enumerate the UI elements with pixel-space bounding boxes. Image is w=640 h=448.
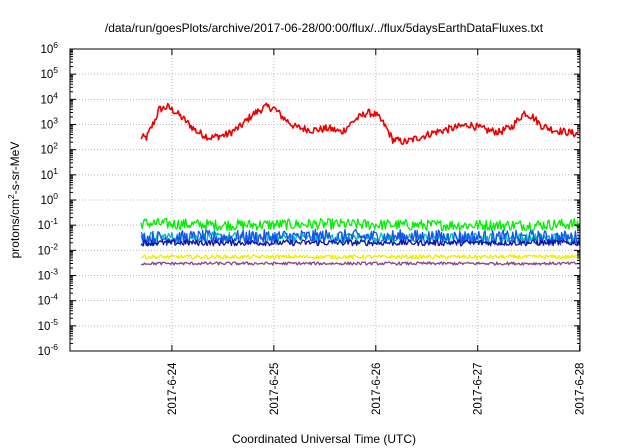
y-tick-exponent: -3 (50, 267, 58, 277)
y-tick-label: 10-6 (38, 342, 59, 358)
y-tick-base: 10 (38, 220, 51, 232)
y-tick-label: 103 (40, 116, 58, 132)
x-tick-label: 2017-6-25 (269, 363, 281, 415)
y-axis-label-rest: -s-sr-MeV (8, 142, 22, 195)
y-tick-exponent: 2 (53, 141, 58, 151)
x-tick-label: 2017-6-28 (575, 363, 587, 415)
series-line-1 (140, 102, 580, 146)
y-tick-exponent: -5 (50, 317, 58, 327)
y-tick-base: 10 (40, 120, 53, 132)
y-tick-exponent: 6 (53, 40, 58, 50)
x-tick-label: 2017-6-24 (167, 362, 179, 415)
chart-title: /data/run/goesPlots/archive/2017-06-28/0… (105, 21, 544, 35)
series-group (140, 102, 581, 266)
series-line-5 (140, 239, 581, 247)
y-tick-base: 10 (38, 245, 51, 257)
y-tick-label: 10-2 (38, 241, 59, 257)
y-tick-base: 10 (38, 346, 51, 358)
y-tick-base: 10 (40, 69, 53, 81)
y-axis-label: protons/cm2-s-sr-MeV (6, 142, 22, 259)
y-tick-label: 10-3 (38, 267, 59, 283)
y-tick-label: 10-5 (38, 317, 59, 333)
y-axis-label-sup: 2 (6, 194, 16, 199)
ticks: 2017-6-24 2017-6-25 2017-6-26 2017-6-27 2017… (38, 40, 587, 415)
y-tick-label: 102 (40, 141, 58, 157)
y-tick-exponent: 5 (53, 65, 58, 75)
y-tick-label: 10-1 (38, 216, 59, 232)
y-tick-exponent: -4 (50, 292, 58, 302)
y-tick-base: 10 (38, 321, 51, 333)
y-tick-exponent: 1 (53, 166, 58, 176)
y-tick-exponent: 3 (53, 116, 58, 126)
y-tick-base: 10 (38, 296, 51, 308)
y-tick-exponent: 0 (53, 191, 58, 201)
y-tick-label: 101 (40, 166, 58, 182)
y-tick-base: 10 (40, 170, 53, 182)
y-tick-label: 10-4 (38, 292, 59, 308)
x-tick-label: 2017-6-26 (371, 363, 383, 415)
x-tick-label: 2017-6-27 (473, 363, 485, 415)
series-line-2 (140, 217, 581, 232)
y-tick-exponent: 4 (53, 90, 58, 100)
y-tick-exponent: -1 (50, 216, 58, 226)
series-line-6 (140, 254, 581, 260)
series-line-7 (140, 261, 580, 266)
y-tick-exponent: -2 (50, 241, 58, 251)
y-tick-label: 106 (40, 40, 58, 56)
x-axis-label: Coordinated Universal Time (UTC) (232, 432, 416, 446)
series-line-4 (140, 228, 581, 247)
y-tick-base: 10 (40, 145, 53, 157)
y-tick-base: 10 (38, 271, 51, 283)
y-tick-label: 100 (40, 191, 58, 207)
y-tick-label: 105 (40, 65, 58, 81)
y-tick-base: 10 (40, 195, 53, 207)
svg-text:protons/cm2-s-sr-MeV: protons/cm2-s-sr-MeV (6, 142, 22, 259)
y-tick-base: 10 (40, 44, 53, 56)
y-tick-label: 104 (40, 90, 58, 106)
y-tick-exponent: -6 (50, 342, 58, 352)
y-axis-label-main: protons/cm (8, 199, 22, 258)
y-tick-base: 10 (40, 94, 53, 106)
